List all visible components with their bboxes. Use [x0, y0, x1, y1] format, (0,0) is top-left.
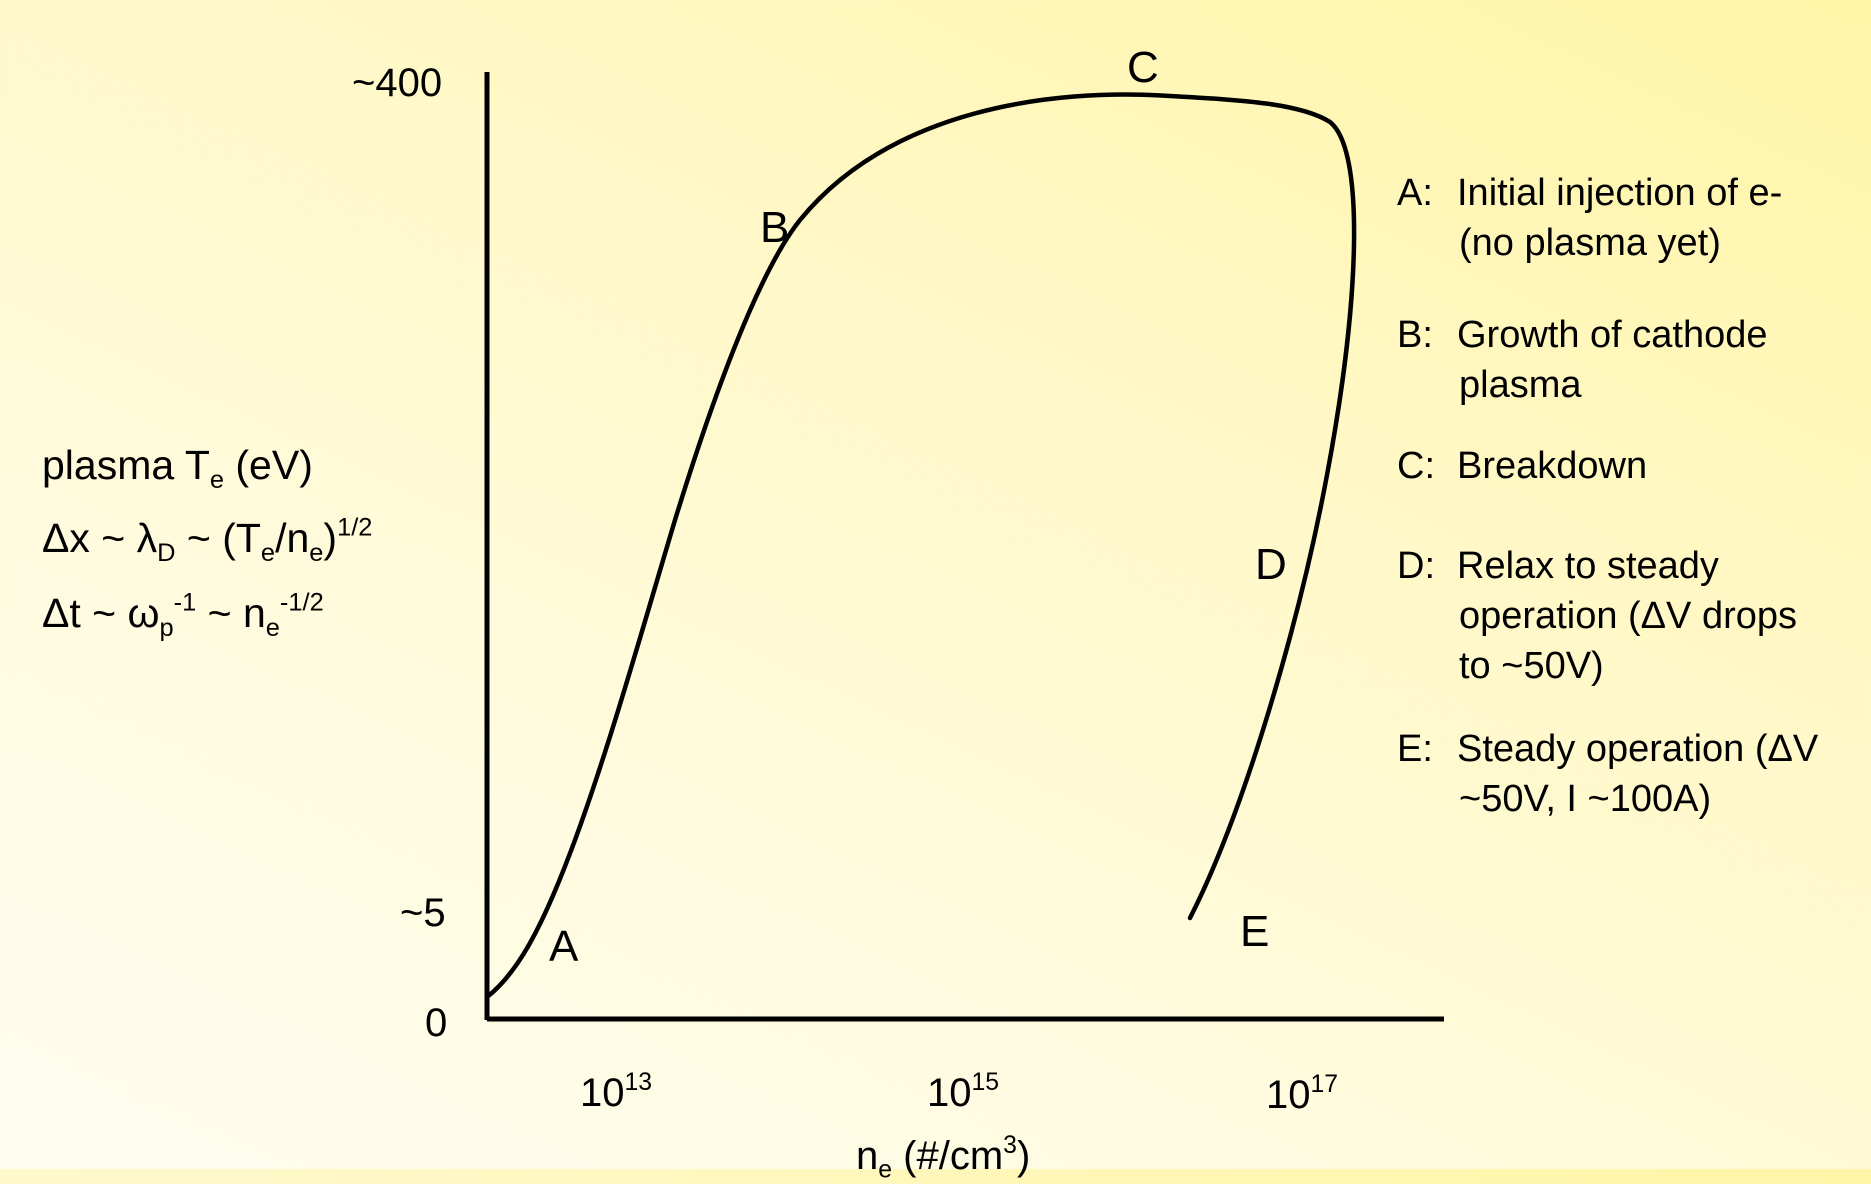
legend-text-d-3: to ~50V): [1459, 645, 1604, 687]
point-label-d: D: [1255, 540, 1287, 589]
x-tick-1e17: 1017: [1266, 1070, 1339, 1117]
legend-item-e: E: Steady operation (ΔV ~50V, I ~100A): [1397, 724, 1818, 824]
legend-text-d-2: operation (ΔV drops: [1459, 595, 1798, 637]
legend-text-a-1: Initial injection of e-: [1457, 172, 1783, 214]
legend-text-d-1: Relax to steady: [1457, 545, 1719, 587]
y-tick-5: ~5: [400, 891, 446, 935]
legend-text-a-2: (no plasma yet): [1459, 222, 1721, 264]
point-label-e: E: [1240, 907, 1270, 956]
y-tick-0: 0: [425, 1001, 448, 1045]
x-tick-1e13: 1013: [580, 1068, 653, 1115]
legend-item-c: C: Breakdown: [1397, 441, 1647, 491]
y-axis-label: plasma Te (eV): [42, 442, 313, 494]
point-label-c: C: [1127, 43, 1159, 92]
y-tick-400: ~400: [352, 61, 443, 105]
legend-key-e: E:: [1397, 728, 1433, 770]
plasma-frequency-equation: Δt ~ ωp-1 ~ ne-1/2: [42, 588, 324, 642]
legend-item-b: B: Growth of cathode plasma: [1397, 310, 1768, 410]
legend-key-a: A:: [1397, 172, 1433, 214]
legend-item-a: A: Initial injection of e- (no plasma yet…: [1397, 168, 1782, 268]
x-axis-label: ne (#/cm3): [856, 1131, 1031, 1184]
debye-length-equation: Δx ~ λD ~ (Te/ne)1/2: [42, 513, 373, 567]
point-label-a: A: [549, 922, 579, 971]
legend-text-c-1: Breakdown: [1457, 445, 1648, 487]
legend-key-d: D:: [1397, 545, 1435, 587]
legend-text-e-2: ~50V, I ~100A): [1459, 778, 1712, 820]
legend-item-d: D: Relax to steady operation (ΔV drops to…: [1397, 541, 1797, 691]
legend-key-c: C:: [1397, 445, 1435, 487]
legend-text-e-1: Steady operation (ΔV: [1457, 728, 1819, 770]
trajectory-curve: [484, 92, 1357, 1000]
point-label-b: B: [760, 203, 790, 252]
legend-key-b: B:: [1397, 314, 1433, 356]
legend-text-b-2: plasma: [1459, 364, 1582, 406]
x-tick-1e15: 1015: [927, 1068, 1000, 1115]
legend-text-b-1: Growth of cathode: [1457, 314, 1768, 356]
